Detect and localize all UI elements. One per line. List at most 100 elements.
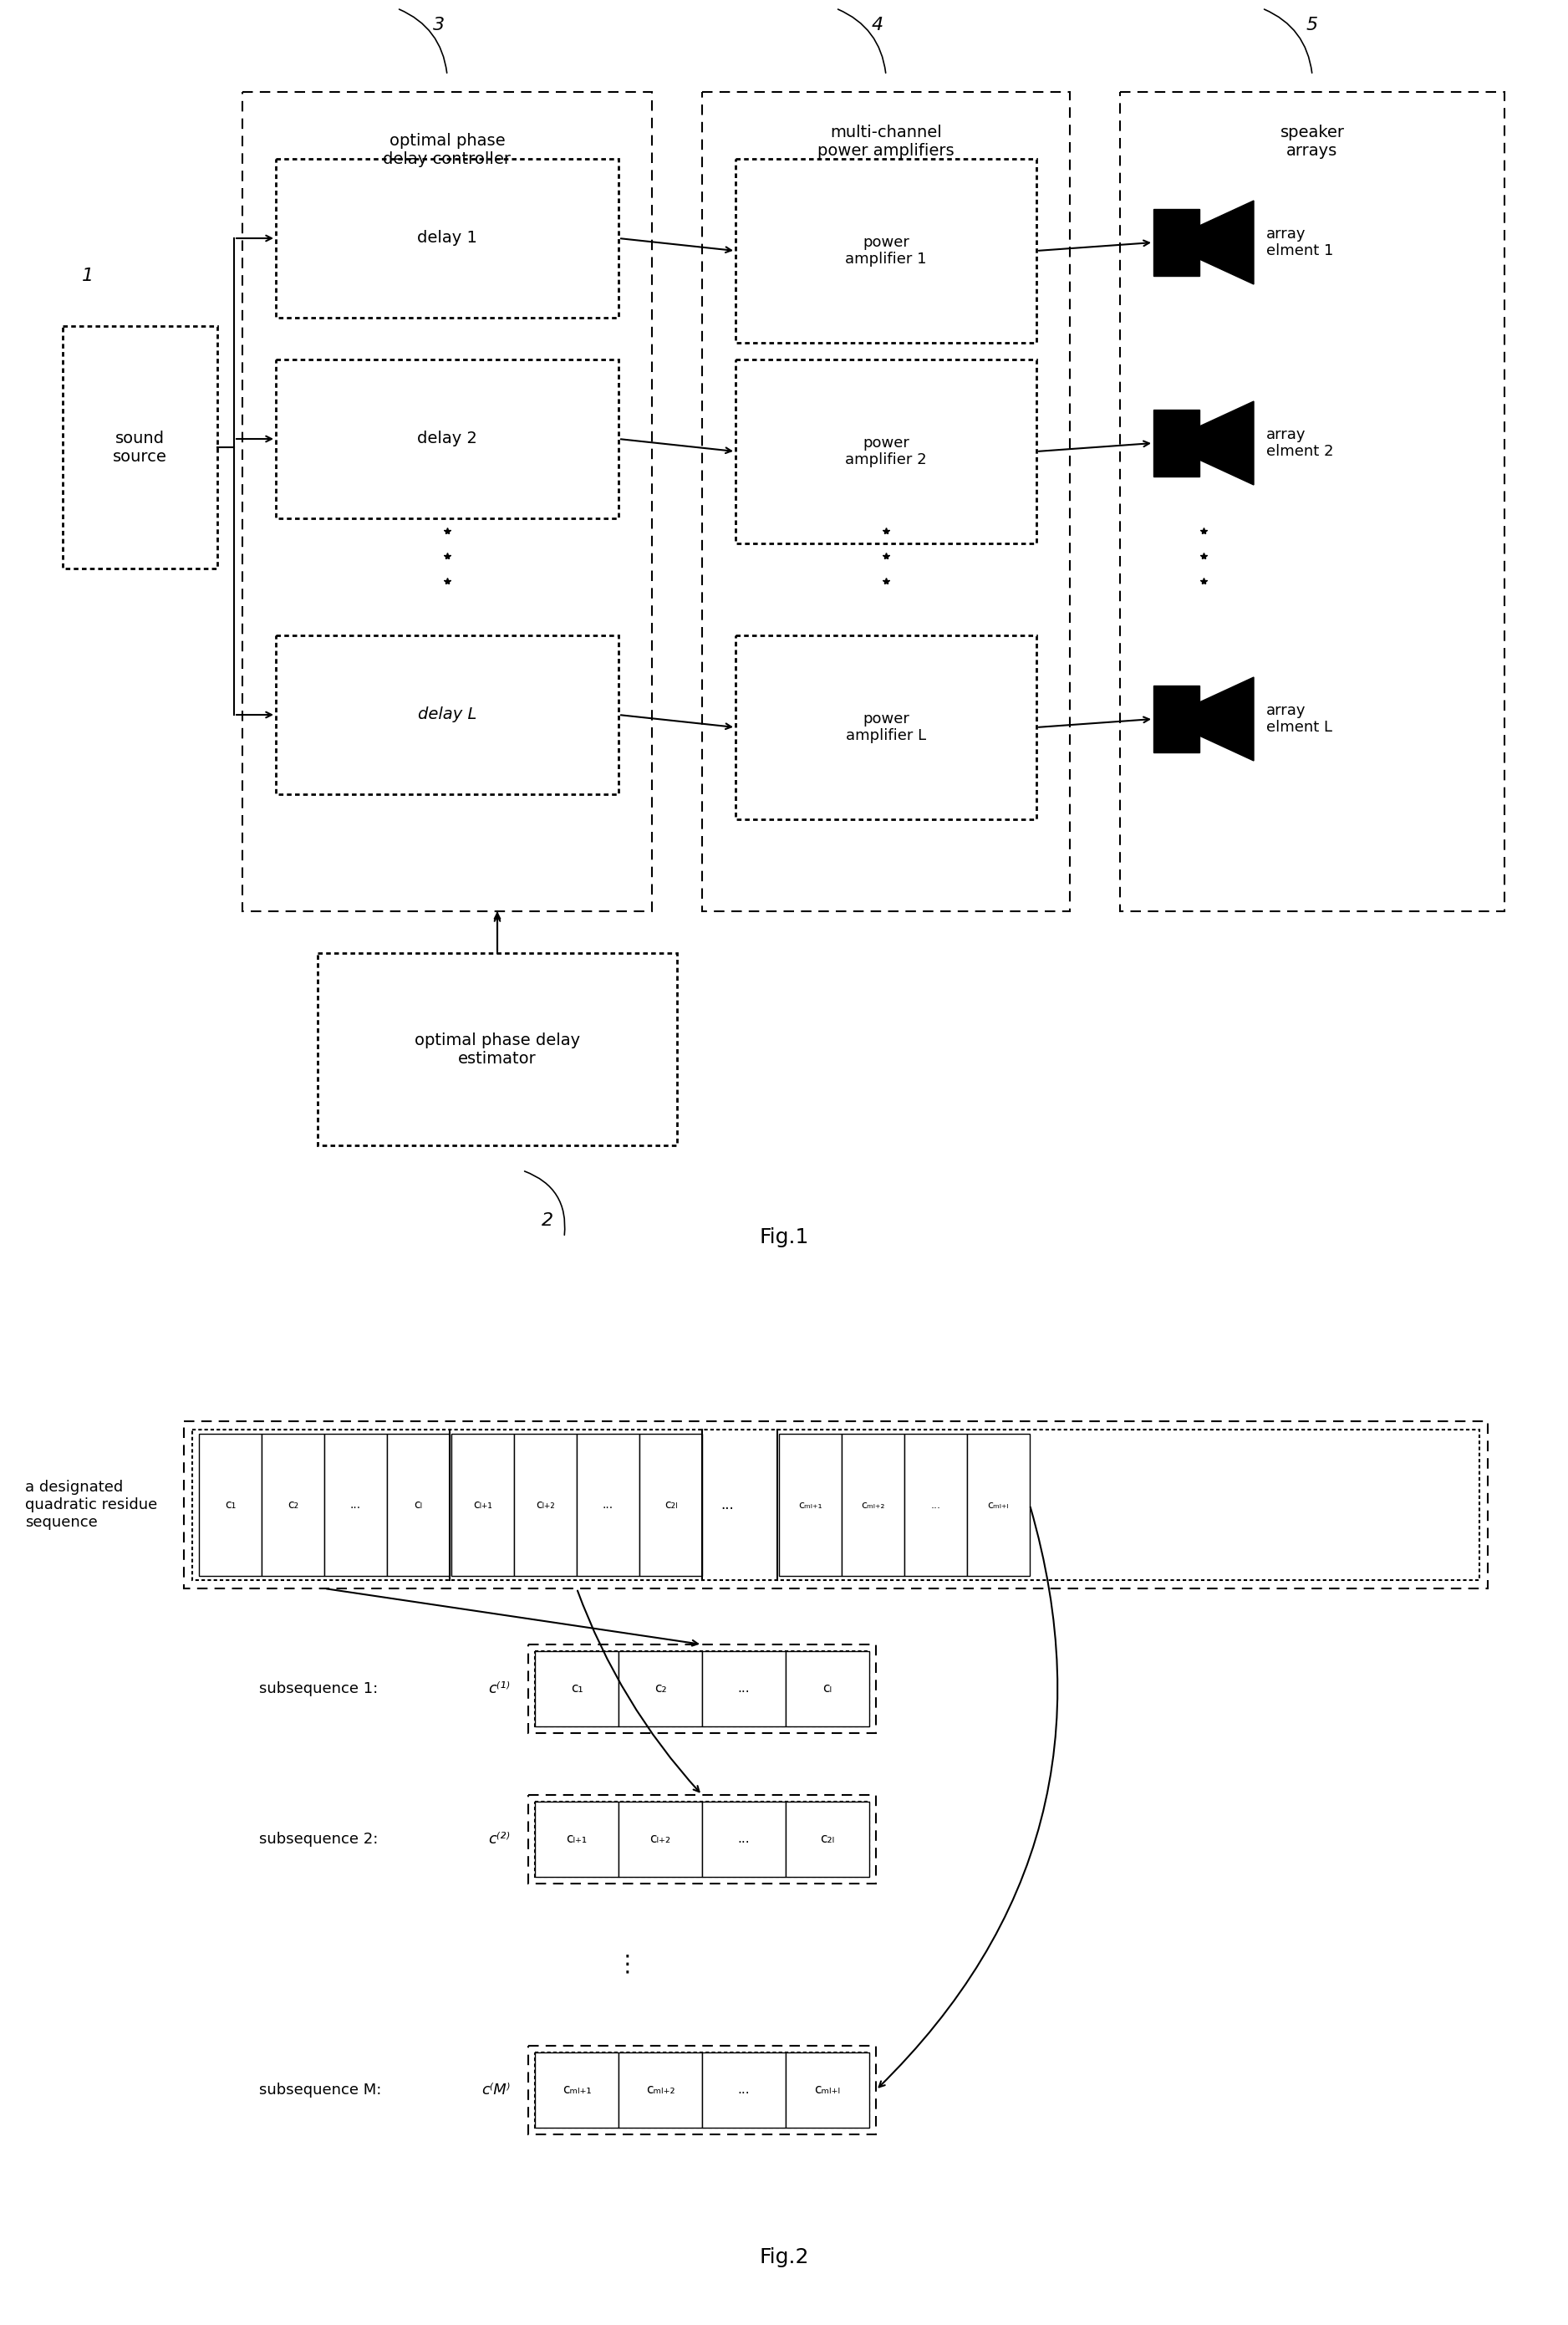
Bar <box>387 1435 450 1576</box>
Text: 4: 4 <box>872 16 883 33</box>
Polygon shape <box>1200 677 1254 760</box>
Text: c₁: c₁ <box>224 1500 235 1511</box>
Text: power
amplifier L: power amplifier L <box>845 711 927 744</box>
Bar <box>243 93 652 911</box>
Bar <box>276 158 618 319</box>
Text: c⁽²⁾: c⁽²⁾ <box>488 1832 510 1846</box>
Text: array
elment 2: array elment 2 <box>1267 428 1333 460</box>
Text: ...: ... <box>931 1500 941 1511</box>
Bar <box>640 1435 702 1576</box>
Text: delay 2: delay 2 <box>417 430 477 446</box>
Bar <box>618 1802 702 1876</box>
Text: cₘₗ₊₁: cₘₗ₊₁ <box>798 1500 822 1511</box>
Text: multi-channel
power amplifiers: multi-channel power amplifiers <box>817 126 955 160</box>
Text: c₂ₗ: c₂ₗ <box>665 1500 677 1511</box>
Bar <box>577 1435 640 1576</box>
Bar <box>1120 93 1504 911</box>
Text: cₘₗ₊₂: cₘₗ₊₂ <box>861 1500 884 1511</box>
Text: delay 1: delay 1 <box>417 230 477 246</box>
Bar <box>842 1435 905 1576</box>
Bar <box>618 2053 702 2127</box>
Text: cₘₗ₊ₗ: cₘₗ₊ₗ <box>988 1500 1010 1511</box>
Bar <box>535 1651 869 1727</box>
Text: ...: ... <box>739 1832 750 1846</box>
Text: c₂: c₂ <box>654 1683 666 1695</box>
Text: array
elment 1: array elment 1 <box>1267 226 1333 258</box>
Bar <box>199 1435 262 1576</box>
Text: optimal phase delay
estimator: optimal phase delay estimator <box>414 1032 580 1067</box>
Bar <box>193 1430 1479 1581</box>
Text: cₗ₊₂: cₗ₊₂ <box>536 1500 555 1511</box>
Text: Fig.1: Fig.1 <box>759 1228 809 1246</box>
Bar <box>452 1435 514 1576</box>
Bar <box>702 1651 786 1727</box>
Text: power
amplifier 2: power amplifier 2 <box>845 435 927 467</box>
Bar <box>702 1802 786 1876</box>
Text: c⁽M⁾: c⁽M⁾ <box>481 2083 510 2097</box>
Text: 1: 1 <box>82 267 94 284</box>
Text: c⁽¹⁾: c⁽¹⁾ <box>488 1681 510 1697</box>
Text: cₘₗ₊ₗ: cₘₗ₊ₗ <box>814 2083 840 2097</box>
Bar <box>1154 686 1200 753</box>
Bar <box>735 158 1036 342</box>
Bar <box>535 2053 618 2127</box>
Polygon shape <box>1200 200 1254 284</box>
Bar <box>786 1651 869 1727</box>
Bar <box>618 1651 702 1727</box>
Bar <box>514 1435 577 1576</box>
Text: 3: 3 <box>433 16 445 33</box>
Text: speaker
arrays: speaker arrays <box>1279 126 1344 160</box>
Text: c₂: c₂ <box>287 1500 298 1511</box>
Text: array
elment L: array elment L <box>1267 702 1333 735</box>
Text: cₘₗ₊₂: cₘₗ₊₂ <box>646 2083 674 2097</box>
Bar <box>325 1435 387 1576</box>
Text: Fig.2: Fig.2 <box>759 2248 809 2267</box>
Text: subsequence M:: subsequence M: <box>259 2083 381 2097</box>
Text: c₁: c₁ <box>571 1683 583 1695</box>
Bar <box>535 2053 869 2127</box>
Text: sound
source: sound source <box>113 430 168 465</box>
Text: cₘₗ₊₁: cₘₗ₊₁ <box>563 2083 591 2097</box>
Text: cₗ₊₁: cₗ₊₁ <box>566 1832 588 1846</box>
Polygon shape <box>1200 402 1254 486</box>
Bar <box>535 1802 618 1876</box>
Bar <box>276 360 618 518</box>
Text: power
amplifier 1: power amplifier 1 <box>845 235 927 267</box>
Bar <box>779 1435 842 1576</box>
Text: cₗ: cₗ <box>823 1683 833 1695</box>
Text: ...: ... <box>602 1500 613 1511</box>
Text: subsequence 1:: subsequence 1: <box>259 1681 378 1697</box>
Bar <box>786 2053 869 2127</box>
Bar <box>1154 209 1200 277</box>
Text: ⋮: ⋮ <box>615 1953 638 1976</box>
Bar <box>528 1795 877 1883</box>
Bar <box>535 1802 869 1876</box>
Bar <box>1154 409 1200 477</box>
Bar <box>318 953 677 1146</box>
Bar <box>528 1644 877 1732</box>
Bar <box>702 93 1069 911</box>
Text: subsequence 2:: subsequence 2: <box>259 1832 378 1846</box>
Text: cₗ₊₁: cₗ₊₁ <box>474 1500 492 1511</box>
Bar <box>262 1435 325 1576</box>
Bar <box>535 1651 618 1727</box>
Bar <box>735 635 1036 818</box>
Text: ...: ... <box>721 1497 734 1511</box>
Text: delay L: delay L <box>417 707 477 723</box>
Text: ...: ... <box>739 2083 750 2097</box>
Text: cₗ: cₗ <box>414 1500 422 1511</box>
Text: optimal phase
delay controller: optimal phase delay controller <box>383 133 511 167</box>
Text: 2: 2 <box>541 1211 554 1230</box>
Text: ...: ... <box>350 1500 361 1511</box>
Text: c₂ₗ: c₂ₗ <box>820 1832 834 1846</box>
Bar <box>63 326 218 570</box>
Bar <box>786 1802 869 1876</box>
Text: a designated
quadratic residue
sequence: a designated quadratic residue sequence <box>25 1481 157 1530</box>
Bar <box>967 1435 1030 1576</box>
Text: 5: 5 <box>1306 16 1319 33</box>
Bar <box>702 2053 786 2127</box>
Bar <box>528 2046 877 2134</box>
Text: ...: ... <box>739 1683 750 1695</box>
Bar <box>276 635 618 795</box>
Text: cₗ₊₂: cₗ₊₂ <box>649 1832 671 1846</box>
